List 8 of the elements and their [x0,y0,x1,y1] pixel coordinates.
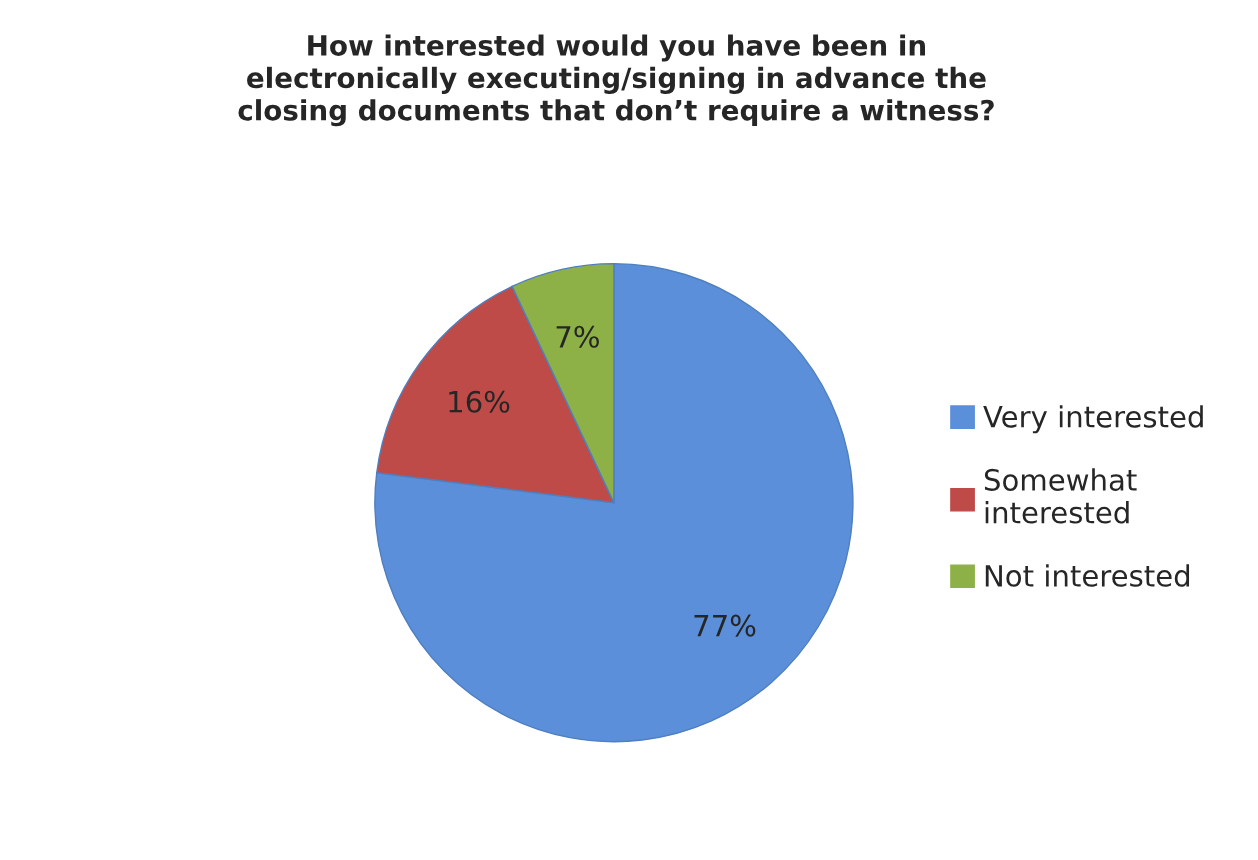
legend-label: Not interested [985,564,1190,587]
data-label: 16% [449,390,510,413]
legend-label: Very interested [983,405,1203,434]
data-label: 77% [694,614,756,637]
data-label: 7% [556,325,599,348]
chart-title: How interested would you have been in electronically executing/signing in advance the closing documents that don’t require a witness? [238,34,994,127]
pie-slice [374,262,854,743]
legend-label: Somewhat interested [984,468,1137,524]
